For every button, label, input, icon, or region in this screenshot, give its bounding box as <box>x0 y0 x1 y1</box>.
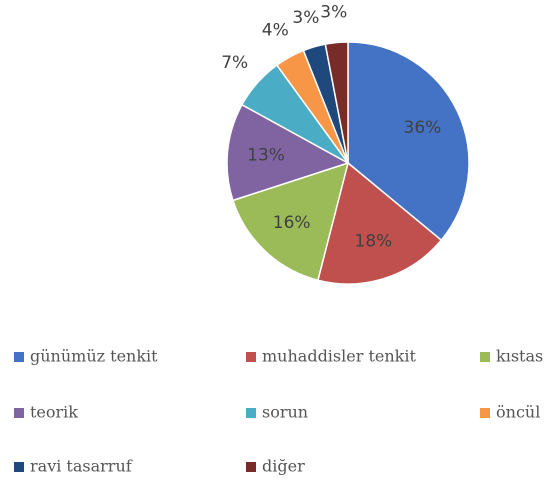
data-label: 3% <box>292 8 319 28</box>
data-label: 18% <box>355 231 393 251</box>
data-label: 4% <box>262 21 289 41</box>
legend-label: teorik <box>30 403 78 422</box>
legend-label: sorun <box>262 403 308 422</box>
legend-swatch <box>14 408 24 418</box>
legend-swatch <box>246 408 256 418</box>
legend-label: diğer <box>262 457 305 476</box>
legend-swatch <box>246 352 256 362</box>
pie-slice <box>231 161 350 282</box>
legend-label: muhaddisler tenkit <box>262 347 416 366</box>
data-label: 16% <box>273 213 311 233</box>
legend-swatch <box>246 462 256 472</box>
legend-label: kıstas <box>496 347 543 366</box>
pie-slice <box>226 103 350 202</box>
legend-swatch <box>14 462 24 472</box>
data-label: 7% <box>221 53 248 73</box>
pie-slice <box>347 41 470 242</box>
legend-swatch <box>14 352 24 362</box>
data-label: 3% <box>320 3 347 23</box>
data-label: 13% <box>247 145 285 165</box>
pie-slice <box>324 41 349 164</box>
legend-swatch <box>480 352 490 362</box>
legend-label: günümüz tenkit <box>30 347 158 366</box>
pie-slice <box>316 161 443 285</box>
legend-swatch <box>480 408 490 418</box>
legend-label: öncül <box>496 403 540 422</box>
legend-label: ravi tasarruf <box>30 457 133 476</box>
data-label: 36% <box>404 118 442 138</box>
